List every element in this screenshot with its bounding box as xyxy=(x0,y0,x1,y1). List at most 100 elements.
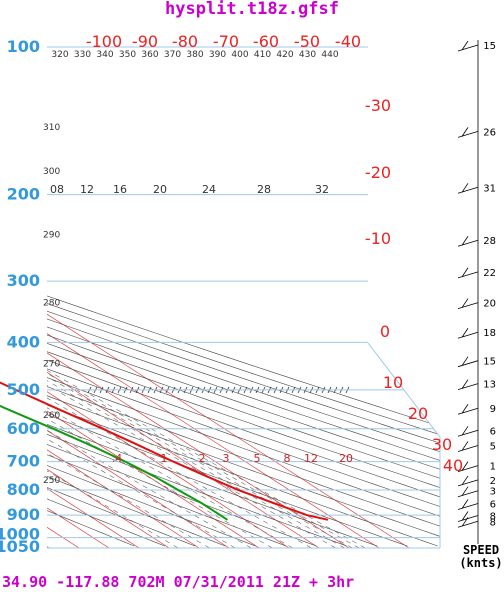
mixing-ratio-label-lower: .4 xyxy=(112,452,123,465)
wind-barb xyxy=(457,328,479,339)
theta-label-top: 380 xyxy=(186,50,203,60)
wind-speed-label: 8 xyxy=(490,517,496,528)
mixing-ratio-8 xyxy=(47,194,293,548)
mixing-ratio-label-upper: 28 xyxy=(257,183,271,196)
temperature-label-top: -60 xyxy=(253,32,279,51)
dry-adiabat-320 xyxy=(47,47,408,547)
wind-barb xyxy=(457,267,479,279)
dry-adiabat-290 xyxy=(47,47,317,547)
theta-label-top: 440 xyxy=(321,50,338,60)
mixing-ratio-label-upper: 24 xyxy=(202,183,216,196)
temperature-label-right: -30 xyxy=(365,96,391,115)
pressure-label: 300 xyxy=(7,271,40,290)
wind-speed-label: 15 xyxy=(483,41,496,52)
wind-speed-label: 22 xyxy=(483,268,496,279)
wind-barb xyxy=(457,499,479,510)
isotherm--30 xyxy=(47,47,170,548)
mixing-ratio-0.4 xyxy=(47,194,179,548)
wind-barb xyxy=(457,486,479,498)
wind-speed-label: 2 xyxy=(490,476,496,487)
theta-label-top: 410 xyxy=(254,50,271,60)
isotherm-10 xyxy=(47,47,290,548)
wind-barb xyxy=(457,475,479,487)
wind-speed-label: 3 xyxy=(490,487,496,498)
theta-label-top: 390 xyxy=(209,50,226,60)
theta-label-top: 330 xyxy=(74,50,91,60)
mixing-ratio-label-lower: 2 xyxy=(199,452,206,465)
pressure-label: 100 xyxy=(7,37,40,56)
pressure-label: 400 xyxy=(7,332,40,351)
pressure-label: 800 xyxy=(7,480,40,499)
temperature-label-top: -70 xyxy=(213,32,239,51)
isotherm-30 xyxy=(47,47,350,548)
wind-barb xyxy=(457,379,479,390)
wind-barb xyxy=(457,426,479,437)
theta-label-top: 320 xyxy=(51,50,68,60)
speed-units: (knts) xyxy=(459,556,502,570)
theta-label-left: 270 xyxy=(43,360,60,370)
speed-header: SPEED xyxy=(463,543,499,557)
wind-barb xyxy=(457,404,479,415)
dry-adiabat-450 xyxy=(47,47,440,547)
wind-barb xyxy=(457,511,479,522)
wind-speed-label: 6 xyxy=(490,426,496,437)
mixing-ratio-label-lower: 1 xyxy=(161,452,168,465)
dry-adiabat-360 xyxy=(47,47,440,547)
dry-adiabat-240 xyxy=(47,47,165,547)
wind-speed-label: 1 xyxy=(490,462,496,473)
wind-speed-label: 6 xyxy=(490,499,496,510)
isotherm--60 xyxy=(47,47,80,548)
isotherm--70 xyxy=(47,47,50,548)
dewpoint-profile-line xyxy=(0,404,229,521)
dry-adiabat-300 xyxy=(47,47,347,547)
mixing-ratio-label-upper: 12 xyxy=(80,183,94,196)
dry-adiabat-340 xyxy=(47,47,440,547)
theta-label-left: 260 xyxy=(43,411,60,421)
dry-adiabat-430 xyxy=(47,47,440,547)
isotherm--10 xyxy=(47,47,230,548)
wind-barb xyxy=(457,298,479,309)
wind-barb xyxy=(457,356,479,368)
theta-label-left: 290 xyxy=(43,231,60,241)
footer-location-time: 34.90 -117.88 702M 07/31/2011 21Z + 3hr xyxy=(2,573,354,591)
mixing-ratio-20 xyxy=(47,194,336,548)
plot-area xyxy=(47,47,440,548)
dry-adiabat-230 xyxy=(47,47,135,547)
chart-title: hysplit.t18z.gfsf xyxy=(165,0,339,19)
temperature-label-right: 30 xyxy=(432,435,452,454)
wind-speed-label: 8 xyxy=(490,512,496,523)
dry-adiabat-330 xyxy=(47,47,438,547)
mixing-ratio-label-lower: 8 xyxy=(284,452,291,465)
theta-label-left: 280 xyxy=(43,298,60,308)
wind-barb xyxy=(457,40,479,52)
temperature-label-right: -10 xyxy=(365,229,391,248)
theta-label-left: 310 xyxy=(43,123,60,133)
pressure-label: 600 xyxy=(7,419,40,438)
mixing-ratio-36 xyxy=(47,194,366,548)
wind-barb xyxy=(457,127,479,138)
isotherm-0 xyxy=(47,47,260,548)
dry-adiabat-250 xyxy=(47,47,196,547)
temperature-label-top: -40 xyxy=(335,32,361,51)
temperature-label-top: -100 xyxy=(86,32,122,51)
mixing-ratio-label-upper: 16 xyxy=(113,183,127,196)
isotherm--20 xyxy=(47,47,200,548)
temperature-profile-line xyxy=(0,381,329,521)
dry-adiabat-390 xyxy=(47,47,440,547)
mixing-ratio-28 xyxy=(47,194,353,548)
theta-label-top: 420 xyxy=(276,50,293,60)
isotherm--40 xyxy=(47,47,140,548)
mixing-ratio-1 xyxy=(47,194,210,548)
dry-adiabat-280 xyxy=(47,47,287,547)
dry-adiabat-260 xyxy=(47,47,226,547)
wind-speed-label: 13 xyxy=(483,380,496,391)
wind-barb xyxy=(457,236,479,247)
mixing-ratio-12 xyxy=(47,194,312,548)
pressure-label: 500 xyxy=(7,380,40,399)
wind-barb xyxy=(457,441,479,452)
theta-label-top: 340 xyxy=(96,50,113,60)
mixing-ratio-label-upper: 32 xyxy=(315,183,329,196)
temperature-label-top: -90 xyxy=(132,32,158,51)
